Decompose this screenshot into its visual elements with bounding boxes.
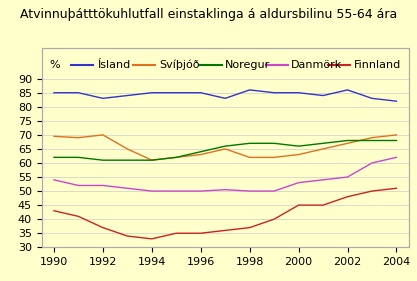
Text: Finnland: Finnland [354, 60, 401, 70]
Text: Noregur: Noregur [225, 60, 271, 70]
Text: Svíþjóð: Svíþjóð [159, 60, 200, 70]
Text: Ísland: Ísland [97, 60, 130, 70]
Text: Atvinnuþátttökuhlutfall einstaklinga á aldursbilinu 55-64 ára: Atvinnuþátttökuhlutfall einstaklinga á a… [20, 8, 397, 21]
Text: %: % [49, 60, 60, 70]
Text: Danmörk: Danmörk [291, 60, 342, 70]
